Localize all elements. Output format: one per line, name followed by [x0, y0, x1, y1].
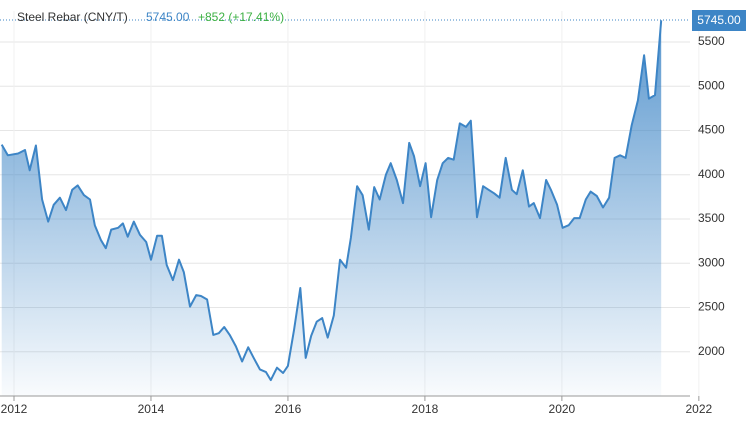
x-tick-label: 2018 — [412, 402, 439, 416]
price: 5745.00 — [146, 10, 190, 24]
y-tick-label: 2000 — [698, 344, 725, 358]
x-tick-label: 2020 — [549, 402, 576, 416]
y-tick-label: 2500 — [698, 300, 725, 314]
marks — [0, 20, 663, 397]
line — [0, 20, 663, 382]
y-tick-label: 4000 — [698, 167, 725, 181]
y-tick-label: 3500 — [698, 211, 725, 225]
change: +852 (+17.41%) — [198, 10, 284, 24]
area — [1, 20, 662, 397]
x-tick-label: 2016 — [275, 402, 302, 416]
price-box-label: 5745.00 — [697, 13, 741, 27]
x-tick-label: 2014 — [138, 402, 165, 416]
price-box — [692, 10, 746, 31]
y-tick-label: 5000 — [698, 78, 725, 92]
x-tick-label: 2012 — [1, 402, 28, 416]
y-tick-label: 4500 — [698, 123, 725, 137]
y-tick-label: 3000 — [698, 255, 725, 269]
y-tick-label: 5500 — [698, 34, 725, 48]
x-tick-label: 2022 — [685, 402, 712, 416]
chart-title: Steel Rebar (CNY/T) — [17, 10, 128, 24]
